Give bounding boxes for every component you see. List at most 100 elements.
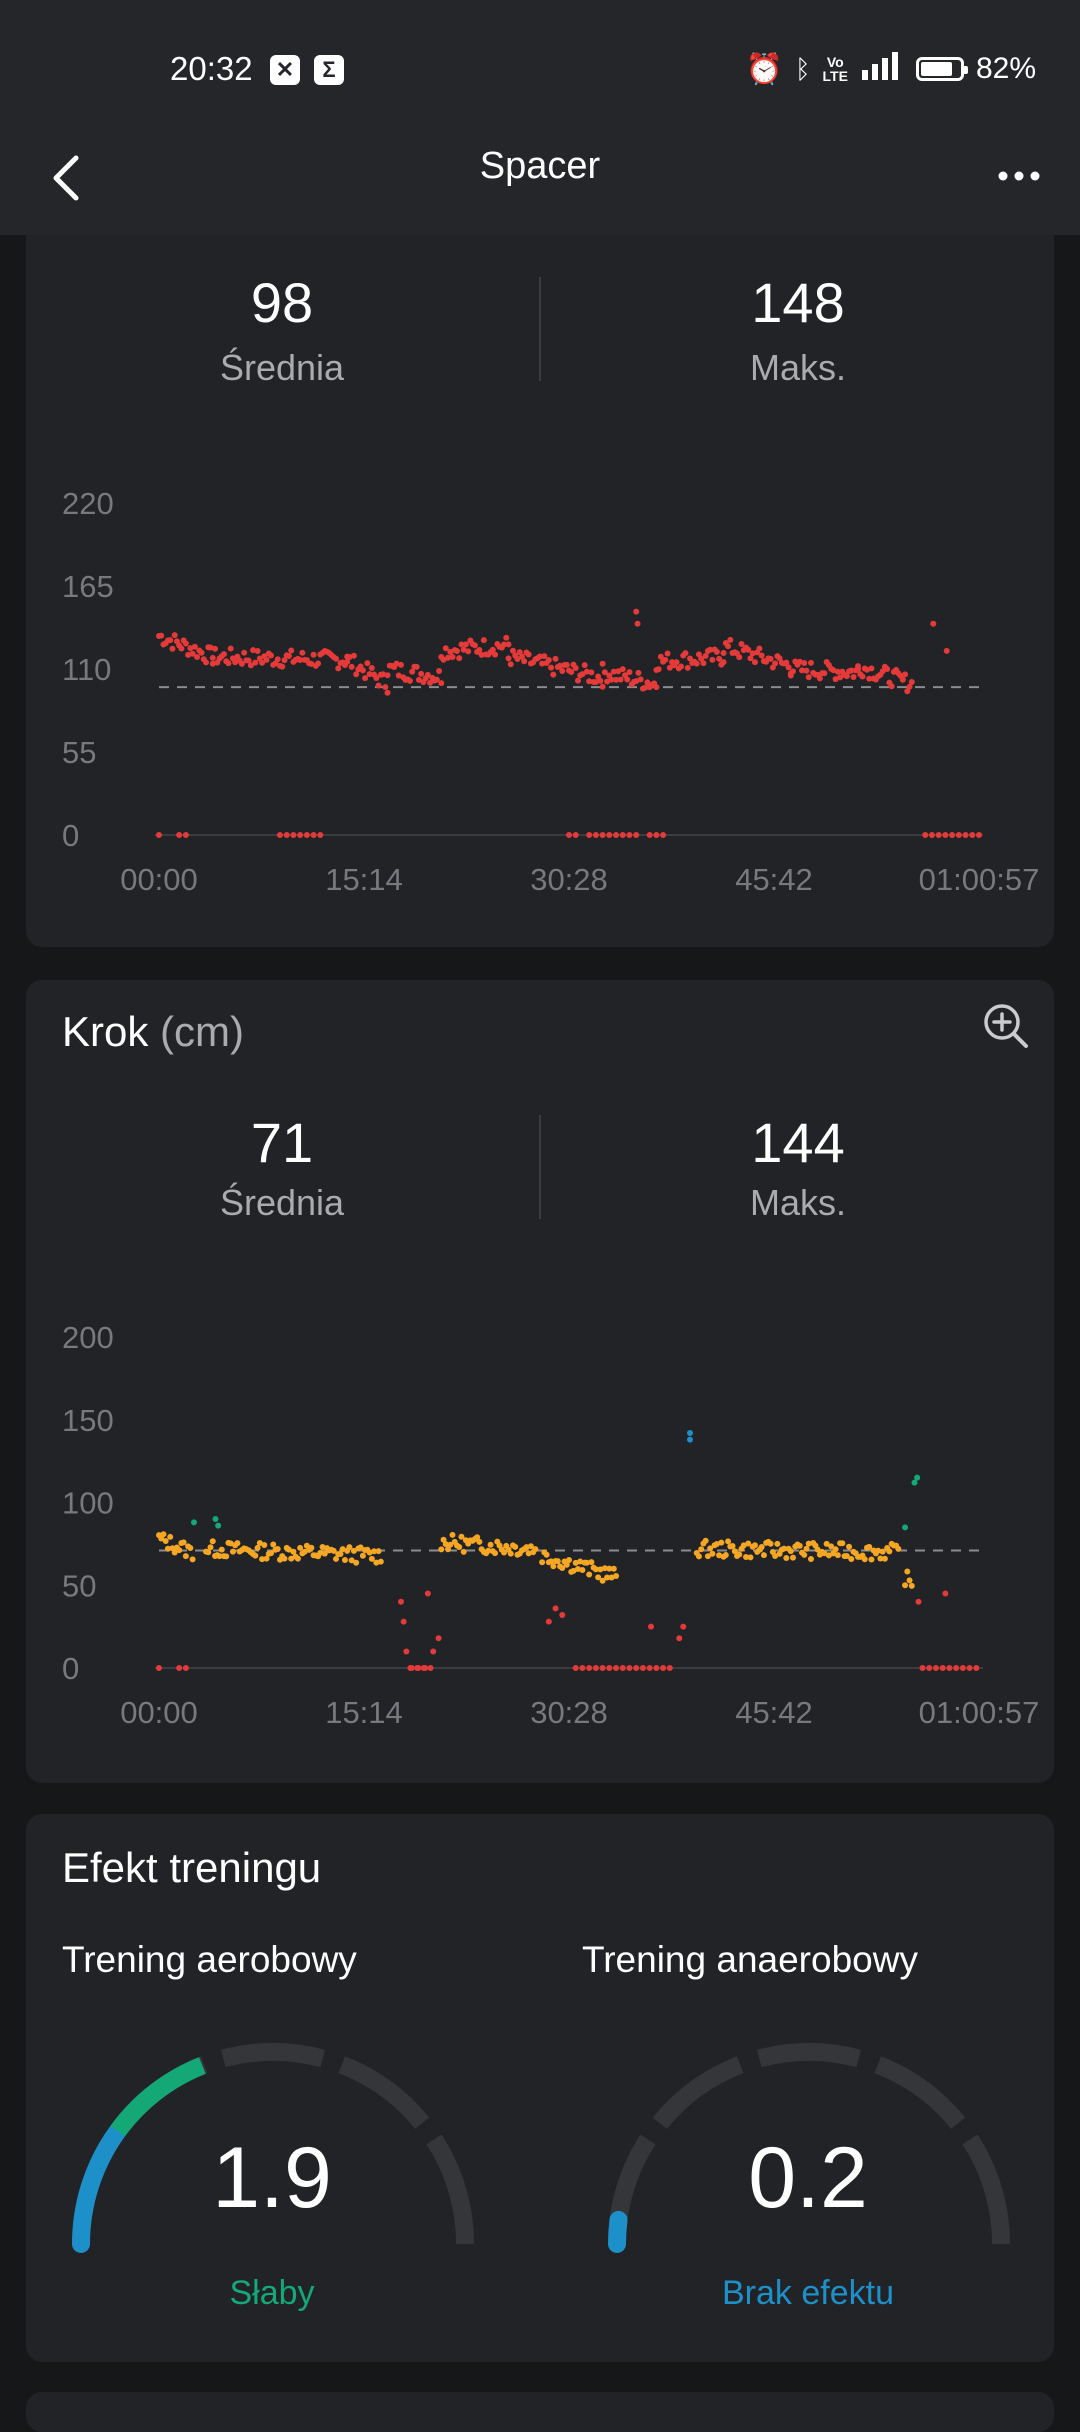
- hr-zero-point: [303, 832, 310, 838]
- hr-zero-point: [156, 832, 162, 838]
- hr-point: [438, 680, 445, 687]
- stride-point: [270, 1541, 277, 1548]
- stride-zero-point: [633, 1665, 640, 1671]
- stride-point: [205, 1549, 212, 1556]
- stride-point: [442, 1541, 449, 1548]
- more-options-icon[interactable]: [994, 156, 1044, 196]
- hr-point: [725, 643, 732, 650]
- hr-point: [268, 652, 275, 659]
- hr-zero-point: [976, 832, 982, 838]
- stride-point: [308, 1544, 315, 1551]
- hr-point: [662, 656, 669, 663]
- hr-point: [238, 660, 245, 667]
- stride-zero-point: [653, 1665, 660, 1671]
- stride-point: [268, 1550, 275, 1557]
- stride-y-tick: 50: [62, 1568, 96, 1603]
- hr-point: [807, 659, 814, 666]
- hr-point: [720, 659, 727, 666]
- stride-point: [474, 1534, 481, 1541]
- hr-point: [259, 659, 266, 666]
- hr-point: [332, 655, 339, 662]
- stride-unit: (cm): [160, 1008, 244, 1055]
- hr-point: [191, 643, 198, 650]
- stride-point: [377, 1558, 384, 1565]
- hr-zero-point: [660, 832, 667, 838]
- stride-point: [285, 1546, 292, 1553]
- hr-zero-point: [962, 832, 969, 838]
- stride-point: [895, 1545, 902, 1552]
- stride-zero-point: [919, 1665, 926, 1671]
- hr-point: [225, 660, 232, 667]
- stride-point: [604, 1574, 611, 1581]
- back-arrow-icon[interactable]: [40, 148, 100, 208]
- stride-zero-point: [619, 1665, 626, 1671]
- stride-point: [848, 1555, 855, 1562]
- hr-point: [720, 649, 727, 656]
- stride-very-high-point: [686, 1429, 693, 1436]
- stride-zero-point: [660, 1665, 667, 1671]
- stride-point: [359, 1552, 366, 1559]
- stride-point: [348, 1557, 355, 1564]
- hr-point: [227, 645, 234, 652]
- hr-point: [686, 655, 693, 662]
- stride-point: [736, 1551, 743, 1558]
- hr-point: [619, 666, 626, 673]
- hr-point: [220, 651, 227, 658]
- hr-point: [449, 653, 456, 660]
- hr-point: [299, 649, 306, 656]
- hr-point: [453, 648, 460, 655]
- hr-point: [359, 667, 366, 674]
- stride-zero-point: [156, 1665, 162, 1671]
- zoom-in-icon[interactable]: [982, 1002, 1030, 1050]
- stride-y-tick: 150: [62, 1403, 114, 1438]
- hr-point: [579, 671, 586, 678]
- aerobic-status: Słaby: [229, 2274, 315, 2312]
- hr-point: [171, 632, 178, 639]
- stride-point: [207, 1544, 214, 1551]
- stride-point: [485, 1547, 492, 1554]
- hr-point: [727, 636, 734, 643]
- hr-point: [597, 677, 604, 684]
- hr-zero-point: [942, 832, 949, 838]
- stride-point: [507, 1550, 514, 1557]
- hr-point: [747, 655, 754, 662]
- hr-point: [169, 645, 176, 652]
- stride-point: [588, 1559, 595, 1566]
- hr-point: [736, 654, 743, 661]
- hr-point: [583, 668, 590, 675]
- hr-point: [382, 684, 389, 691]
- hr-point: [209, 654, 216, 661]
- stride-point: [167, 1533, 174, 1540]
- stride-point: [908, 1582, 915, 1589]
- signal-icon: [860, 50, 904, 88]
- hr-y-tick: 220: [62, 486, 114, 521]
- stride-point: [321, 1550, 328, 1557]
- stride-point: [337, 1551, 344, 1558]
- stride-point: [906, 1577, 913, 1584]
- stride-point: [216, 1553, 223, 1560]
- stride-point: [570, 1567, 577, 1574]
- hr-point: [185, 651, 192, 658]
- stride-point: [597, 1566, 604, 1573]
- hr-point: [545, 657, 552, 664]
- hr-zero-point: [969, 832, 976, 838]
- hr-point: [521, 658, 528, 665]
- stride-point: [825, 1552, 832, 1559]
- hr-point: [756, 645, 763, 652]
- stride-point: [579, 1567, 586, 1574]
- hr-point: [634, 620, 641, 627]
- hr-point: [586, 678, 593, 685]
- stride-point: [601, 1565, 608, 1572]
- hr-point: [673, 659, 680, 666]
- stride-low-point: [545, 1618, 552, 1625]
- stride-point: [839, 1540, 846, 1547]
- stride-point: [252, 1552, 259, 1559]
- stride-point: [709, 1550, 716, 1557]
- hr-zero-point: [599, 832, 606, 838]
- stride-point: [353, 1559, 360, 1566]
- hr-point: [624, 676, 631, 683]
- app-bar: Spacer: [0, 120, 1080, 235]
- stride-point: [886, 1548, 893, 1555]
- hr-point: [850, 673, 857, 680]
- hr-point: [281, 657, 288, 664]
